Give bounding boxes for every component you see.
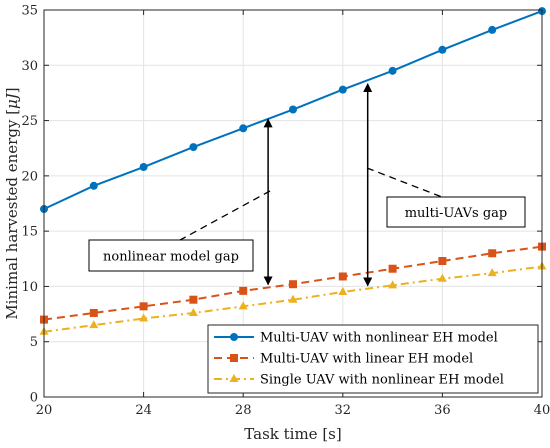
annotations-layer: nonlinear model gap multi-UAVs gap (88, 82, 526, 287)
y-tick-label: 20 (21, 169, 38, 184)
x-tick-label: 24 (135, 403, 152, 418)
legend-entry-2: Multi-UAV with linear EH model (214, 352, 473, 367)
data-point (239, 286, 248, 295)
data-point (239, 124, 248, 133)
legend-label: Multi-UAV with nonlinear EH model (260, 331, 498, 346)
y-tick-label: 5 (30, 335, 38, 350)
x-tick-label: 32 (335, 403, 352, 418)
y-tick-label: 15 (21, 225, 38, 240)
legend: Multi-UAV with nonlinear EH model Multi-U… (207, 324, 539, 394)
legend-entry-3: Single UAV with nonlinear EH model (214, 373, 504, 388)
x-tick-label: 28 (235, 403, 252, 418)
annotation-text: multi-UAVs gap (405, 206, 508, 221)
annotation-text: nonlinear model gap (103, 250, 239, 265)
legend-swatch-marker (230, 354, 238, 362)
data-point (437, 273, 447, 282)
data-point (438, 45, 447, 54)
legend-box (207, 324, 539, 394)
y-tick-label: 30 (21, 59, 38, 74)
data-point (288, 294, 298, 303)
x-tick-label: 36 (434, 403, 451, 418)
data-point (438, 256, 447, 265)
x-tick-label: 20 (36, 403, 53, 418)
x-tick-label: 40 (534, 403, 550, 418)
y-axis-label-close: ] (3, 87, 21, 93)
legend-label: Multi-UAV with linear EH model (260, 352, 473, 367)
annotation-leader-line (179, 190, 271, 241)
data-point (89, 181, 98, 190)
data-point (487, 268, 497, 277)
data-point (488, 25, 497, 34)
data-point (139, 313, 149, 322)
data-point (89, 308, 98, 317)
y-tick-label: 35 (21, 4, 38, 19)
data-point (338, 286, 348, 295)
series-3 (39, 261, 547, 335)
data-point (388, 264, 397, 273)
data-point (488, 249, 497, 258)
plot-frame (43, 9, 543, 398)
legend-swatch-marker (230, 333, 238, 341)
series-1 (40, 7, 546, 214)
data-point (338, 272, 347, 281)
y-axis-label-text: Minimal harvested energy [ (3, 109, 21, 320)
y-axis-label: Minimal harvested energy [μJ] (3, 87, 21, 319)
annotation-box (386, 196, 526, 228)
legend-entry-1: Multi-UAV with nonlinear EH model (214, 331, 498, 346)
data-point (289, 105, 297, 114)
data-point (289, 280, 297, 289)
annotation-box (88, 239, 254, 272)
y-tick-label: 10 (21, 280, 38, 295)
data-point (338, 85, 347, 94)
data-point (89, 320, 99, 329)
data-point (139, 163, 148, 172)
data-point (189, 143, 198, 152)
y-tick-label: 25 (21, 114, 38, 129)
annotation-leader-line (366, 167, 443, 198)
tick-layer: 20 24 28 32 36 40 0 5 10 15 20 25 30 35 (21, 4, 550, 419)
data-point (388, 280, 398, 289)
data-point (388, 66, 397, 75)
legend-swatch-marker (229, 374, 239, 382)
data-point (188, 307, 198, 316)
y-tick-label: 0 (30, 391, 38, 406)
data-point (189, 295, 198, 304)
y-axis-label-unit: μJ (3, 92, 21, 109)
x-axis-label: Task time [s] (244, 425, 341, 443)
data-point (238, 301, 248, 310)
legend-label: Single UAV with nonlinear EH model (260, 373, 504, 388)
data-point (139, 302, 148, 311)
series-line (43, 265, 543, 333)
